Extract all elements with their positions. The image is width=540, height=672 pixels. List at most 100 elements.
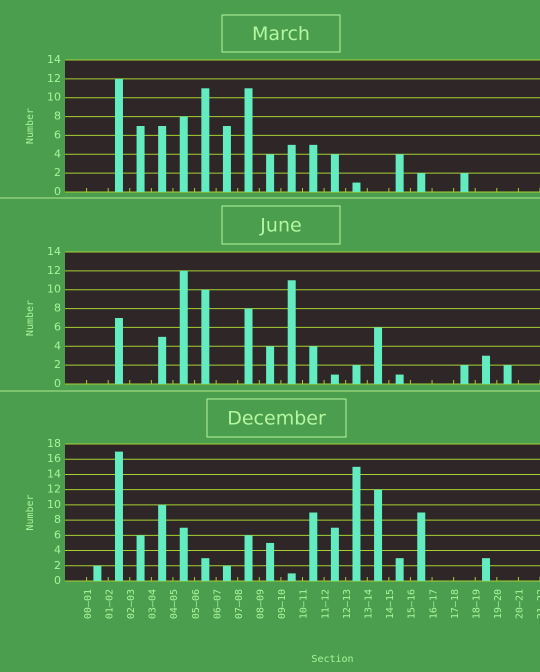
bar xyxy=(179,527,188,581)
bar xyxy=(352,466,361,581)
x-tick-label: 20—21 xyxy=(515,589,526,619)
x-tick-label: 07—08 xyxy=(234,589,245,619)
y-tick-label: 12 xyxy=(47,264,61,277)
bar xyxy=(374,327,383,384)
bar xyxy=(201,88,210,192)
x-tick-label: 01—02 xyxy=(104,589,115,619)
bar xyxy=(158,336,167,384)
bar xyxy=(395,374,404,384)
y-axis-label: Number xyxy=(25,300,36,336)
x-tick-label: 12—13 xyxy=(342,589,353,619)
y-tick-label: 12 xyxy=(47,483,61,496)
title-box xyxy=(206,398,347,438)
plot-area xyxy=(65,60,540,192)
chart-title: March xyxy=(252,23,310,45)
x-tick-label: 09—10 xyxy=(277,589,288,619)
y-tick-label: 2 xyxy=(54,358,61,371)
bar xyxy=(417,173,426,192)
bar xyxy=(201,289,210,384)
y-tick-label: 0 xyxy=(54,574,61,587)
bar xyxy=(179,270,188,384)
bar xyxy=(114,318,123,384)
y-tick-label: 4 xyxy=(54,544,61,557)
chart-title: June xyxy=(259,215,301,237)
y-tick-label: 4 xyxy=(54,339,61,352)
y-tick-label: 8 xyxy=(54,513,61,526)
bar xyxy=(309,144,318,192)
x-tick-label: 15—16 xyxy=(407,589,418,619)
x-tick-label: 18—19 xyxy=(471,589,482,619)
bar xyxy=(201,558,210,581)
y-tick-label: 6 xyxy=(54,528,61,541)
x-tick-label: 21—22 xyxy=(536,589,540,619)
y-tick-label: 0 xyxy=(54,377,61,390)
bar xyxy=(179,116,188,192)
x-tick-label: 03—04 xyxy=(148,589,159,619)
bar xyxy=(309,512,318,581)
bar xyxy=(158,504,167,581)
x-tick-label: 05—06 xyxy=(191,589,202,619)
y-tick-label: 14 xyxy=(47,245,61,258)
y-tick-label: 14 xyxy=(47,53,61,66)
bar xyxy=(244,308,253,384)
bar xyxy=(222,565,231,581)
bar xyxy=(460,365,469,384)
plot-area xyxy=(65,444,540,581)
y-tick-label: 8 xyxy=(54,302,61,315)
bar xyxy=(482,558,491,581)
x-axis-label: Section xyxy=(311,654,353,665)
y-tick-label: 10 xyxy=(47,498,61,511)
x-tick-label: 13—14 xyxy=(363,589,374,619)
bar xyxy=(395,558,404,581)
x-tick-label: 04—05 xyxy=(169,589,180,619)
x-tick-label: 19—20 xyxy=(493,589,504,619)
plot-area xyxy=(65,252,540,384)
bar xyxy=(395,154,404,192)
x-tick-label: 17—18 xyxy=(450,589,461,619)
x-tick-label: 08—09 xyxy=(256,589,267,619)
x-tick-label: 00—01 xyxy=(83,589,94,619)
y-tick-label: 2 xyxy=(54,166,61,179)
x-tick-label: 14—15 xyxy=(385,589,396,619)
bar xyxy=(460,173,469,192)
x-tick-label: 10—11 xyxy=(299,589,310,619)
y-tick-label: 18 xyxy=(47,437,61,450)
bar xyxy=(222,126,231,192)
bar xyxy=(158,126,167,192)
title-box xyxy=(221,205,341,245)
bar xyxy=(309,346,318,384)
bar xyxy=(93,565,102,581)
bar xyxy=(244,535,253,581)
x-tick-label: 02—03 xyxy=(126,589,137,619)
bar xyxy=(330,374,339,384)
y-tick-label: 10 xyxy=(47,283,61,296)
y-tick-label: 6 xyxy=(54,128,61,141)
bar xyxy=(330,154,339,192)
chart-title: December xyxy=(227,408,326,430)
y-tick-label: 16 xyxy=(47,452,61,465)
bar xyxy=(114,78,123,192)
bar xyxy=(266,154,275,192)
bar xyxy=(352,182,361,192)
bar xyxy=(503,365,512,384)
y-axis-label: Number xyxy=(25,494,36,530)
bar xyxy=(374,489,383,581)
bar xyxy=(287,280,296,384)
bar xyxy=(114,451,123,581)
y-tick-label: 10 xyxy=(47,91,61,104)
y-tick-label: 2 xyxy=(54,559,61,572)
bar xyxy=(136,126,145,192)
bar xyxy=(287,573,296,581)
bar xyxy=(352,365,361,384)
y-tick-label: 4 xyxy=(54,147,61,160)
bar xyxy=(287,144,296,192)
y-tick-label: 14 xyxy=(47,467,61,480)
bar xyxy=(482,355,491,384)
y-tick-label: 6 xyxy=(54,320,61,333)
x-tick-label: 11—12 xyxy=(320,589,331,619)
bar xyxy=(244,88,253,192)
y-tick-label: 0 xyxy=(54,185,61,198)
x-tick-label: 16—17 xyxy=(428,589,439,619)
bar xyxy=(136,535,145,581)
